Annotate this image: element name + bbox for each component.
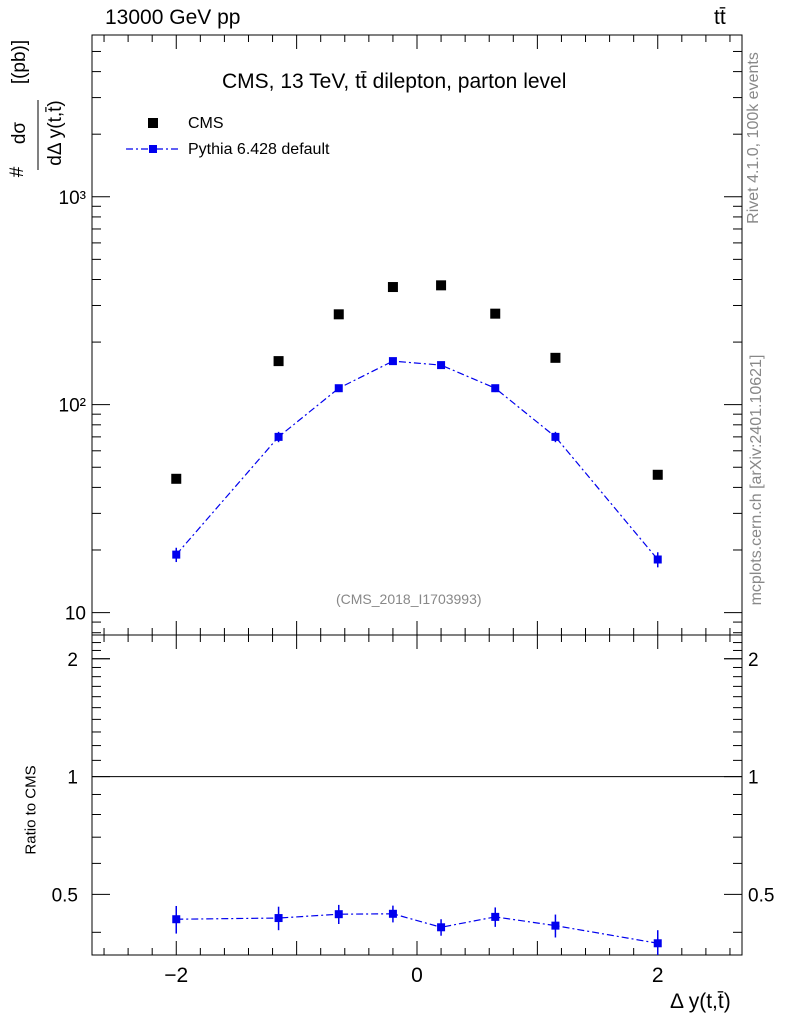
mc-series-line: [175, 360, 659, 560]
process-label: tt̄: [714, 6, 726, 29]
analysis-watermark: (CMS_2018_I1703993): [336, 591, 482, 607]
mc-data-point: [491, 384, 500, 393]
y-axis-label-unit: [(pb)]: [9, 39, 30, 85]
mc-data-point: [551, 432, 560, 441]
ratio-mc-data-point: [437, 923, 446, 932]
mc-data-point: [653, 555, 662, 564]
cms-data-point: [490, 308, 501, 319]
ratio-mc-data-point: [274, 914, 283, 923]
ratio-mc-data-point: [334, 910, 343, 919]
mc-data-point: [437, 361, 446, 370]
cms-data-point: [652, 469, 663, 480]
ratio-y-tick-label-right: 1: [748, 768, 759, 789]
rivet-label: Rivet 4.1.0, 100k events: [745, 52, 762, 224]
ratio-mc-data-point: [653, 939, 662, 948]
legend-label-data: CMS: [188, 115, 224, 132]
legend-marker-mc: [149, 145, 157, 153]
cms-data-point: [333, 309, 344, 320]
plot-title: CMS, 13 TeV, tt̄ dilepton, parton level: [222, 70, 567, 93]
cms-data-point: [387, 282, 398, 293]
ratio-y-tick-label: 1: [67, 768, 78, 789]
mc-data-point: [172, 550, 181, 559]
y-tick-label: 10²: [59, 396, 86, 417]
ratio-y-tick-label: 0.5: [52, 885, 78, 906]
ratio-y-tick-label-right: 0.5: [748, 885, 774, 906]
y-axis-label-numerator: dσ: [9, 121, 30, 145]
ratio-mc-line: [176, 913, 658, 944]
energy-label: 13000 GeV pp: [105, 6, 241, 29]
cms-data-point: [550, 352, 561, 363]
mc-data-point: [274, 432, 283, 441]
ratio-y-tick-label-right: 2: [748, 650, 759, 671]
source-label: mcplots.cern.ch [arXiv:2401.10621]: [748, 354, 765, 606]
x-axis-label: Δ y(t,t̄): [670, 990, 731, 1013]
cms-data-point: [171, 473, 182, 484]
legend-label-mc: Pythia 6.428 default: [188, 141, 330, 158]
ratio-y-axis-label: Ratio to CMS: [22, 765, 40, 855]
y-axis-label-hash: #: [7, 166, 28, 178]
y-axis-label-denominator: dΔ y(t,t̄): [45, 100, 66, 166]
legend-marker-data: [148, 118, 158, 128]
ratio-mc-data-point: [172, 915, 181, 924]
ratio-y-tick-label: 2: [67, 650, 78, 671]
ratio-mc-data-point: [388, 909, 397, 918]
ratio-plot-frame: [91, 634, 743, 956]
mc-data-point: [388, 357, 397, 366]
x-tick-label: 2: [652, 964, 664, 987]
ratio-mc-data-point: [491, 912, 500, 921]
x-tick-label: 0: [411, 964, 423, 987]
x-tick-label: −2: [164, 964, 188, 987]
y-tick-label: 10³: [59, 188, 86, 209]
cms-data-point: [436, 280, 447, 291]
y-tick-label: 10: [65, 604, 86, 625]
cms-data-point: [273, 356, 284, 367]
mc-data-point: [334, 384, 343, 393]
ratio-mc-data-point: [551, 921, 560, 930]
